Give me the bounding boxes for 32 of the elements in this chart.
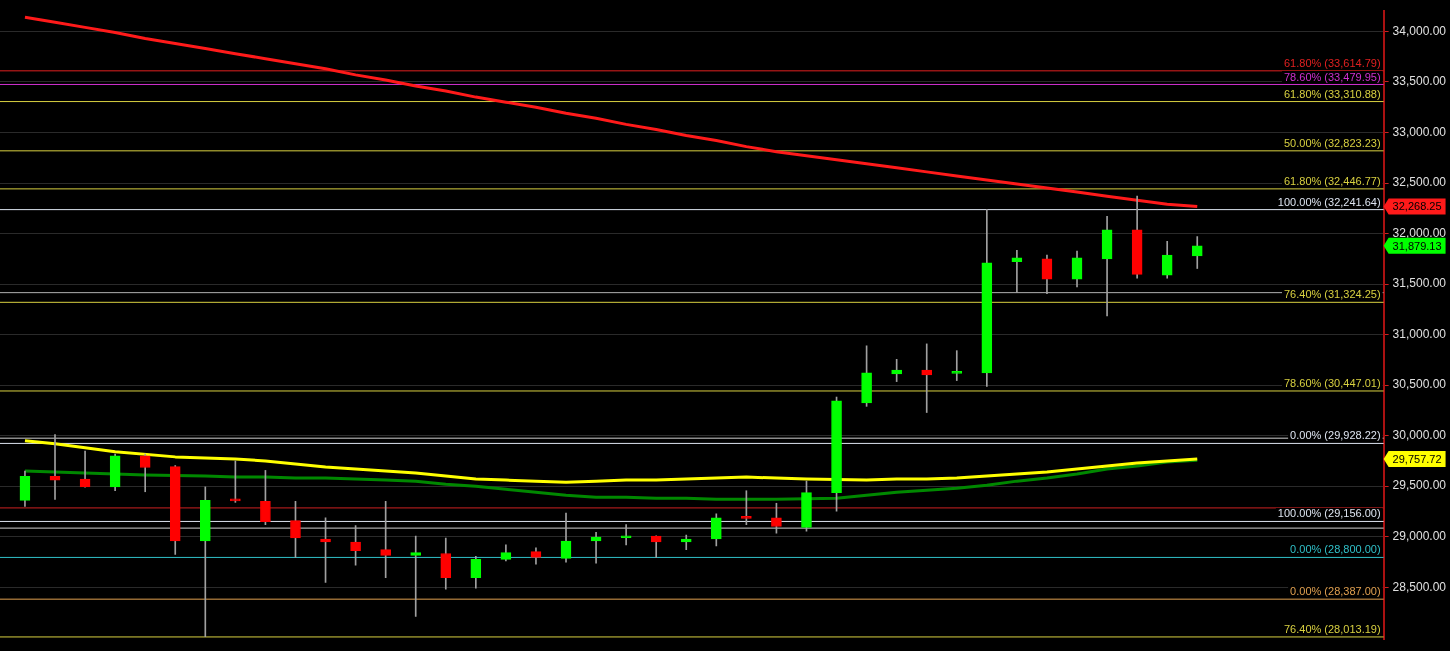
ref-line-label: 100.00% (32,241.64)	[1277, 195, 1381, 208]
ref-line-label: 78.60% (30,447.01)	[1283, 377, 1381, 390]
ref-line-label: 0.00% (28,387.00)	[1290, 585, 1381, 598]
text: 29,757.72	[1392, 452, 1442, 465]
y-tick-label: 30,500.00	[1392, 377, 1447, 392]
ref-line-label: 76.40% (31,324.25)	[1283, 288, 1381, 301]
ref-line-label: 76.40% (28,013.19)	[1283, 622, 1381, 635]
y-tick-label: 31,500.00	[1392, 276, 1447, 291]
ref-line-label: 61.80% (32,446.77)	[1283, 174, 1381, 187]
text: 31,879.13	[1392, 239, 1442, 252]
y-tick-label: 32,000.00	[1392, 225, 1447, 240]
y-tick-label: 30,000.00	[1392, 427, 1447, 442]
ref-line-label: 50.00% (32,823.23)	[1283, 136, 1381, 149]
y-tick-label: 34,000.00	[1392, 23, 1447, 38]
ref-line-label: 0.00% (29,928.22)	[1290, 429, 1381, 442]
candlestick	[951, 350, 963, 381]
y-tick-label: 33,500.00	[1392, 74, 1447, 89]
y-tick-label: 29,500.00	[1392, 478, 1447, 493]
ref-line-label: 78.60% (33,479.95)	[1283, 70, 1381, 83]
ref-line-label: 61.80% (33,614.79)	[1283, 56, 1381, 69]
y-tick-label: 28,500.00	[1392, 579, 1447, 594]
text: 32,268.25	[1392, 200, 1442, 213]
y-tick-label: 32,500.00	[1392, 175, 1447, 190]
ref-line-label: 0.00% (28,800.00)	[1290, 543, 1381, 556]
y-tick-label: 29,000.00	[1392, 529, 1447, 544]
candlestick	[620, 524, 632, 546]
candlestick	[921, 343, 933, 413]
candlestick	[650, 535, 662, 558]
ref-line-label: 100.00% (29,156.00)	[1277, 507, 1381, 520]
ref-line-label: 61.80% (33,310.88)	[1283, 87, 1381, 100]
y-tick-label: 31,000.00	[1392, 326, 1447, 341]
y-tick-label: 33,000.00	[1392, 124, 1447, 139]
